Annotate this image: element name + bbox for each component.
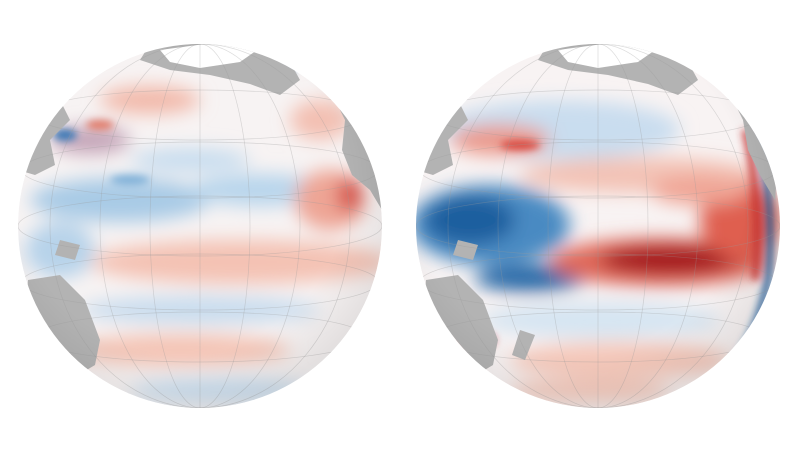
globe-right: [416, 44, 780, 408]
globe-left: [18, 44, 382, 408]
